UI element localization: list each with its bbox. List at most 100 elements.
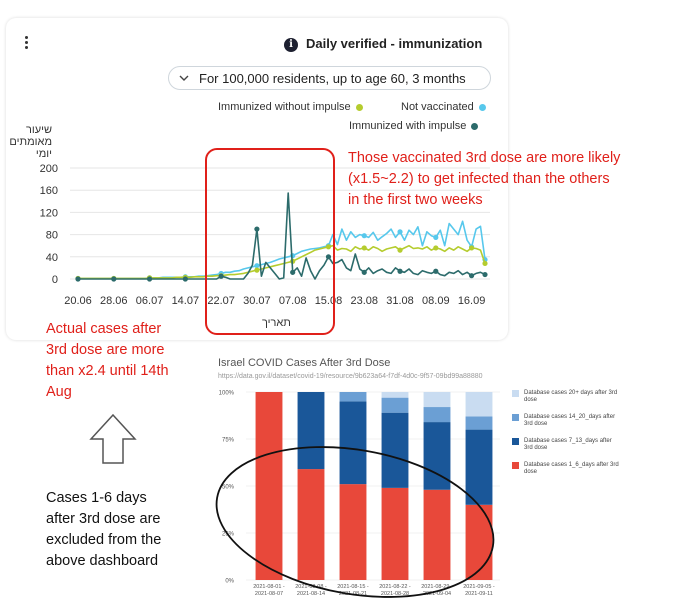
legend-immunized-without-impulse[interactable]: Immunized without impulse <box>218 101 363 113</box>
y-tick-label: 100% <box>219 391 235 397</box>
x-tick-label: 23.08 <box>350 295 378 307</box>
excluded-note: Cases 1-6 days after 3rd dose are exclud… <box>46 488 216 572</box>
y-axis-label: שיעור מאומתים יומי <box>9 124 52 160</box>
y-axis-label-line: מאומתים <box>9 136 52 148</box>
y-tick-label: 0 <box>52 274 58 286</box>
bar-segment <box>381 392 409 398</box>
y-tick-label: 40 <box>46 252 58 264</box>
data-point <box>397 229 403 235</box>
data-point <box>254 226 260 232</box>
x-tick-label: 06.07 <box>136 295 164 307</box>
y-axis-label-line: שיעור <box>25 124 52 136</box>
legend-label: Database cases 14_20_days after 3rd dose <box>524 414 616 427</box>
bar-segment <box>339 484 367 580</box>
note-line: 3rd dose are more <box>46 342 165 358</box>
x-tick-label: 30.07 <box>243 295 271 307</box>
data-point <box>290 269 296 275</box>
x-tick-label: 2021-08-28 <box>381 591 409 597</box>
bar-segment <box>423 392 451 408</box>
x-tick-label: 22.07 <box>207 295 235 307</box>
y-axis-label-line: יומי <box>35 148 52 160</box>
bar-segment <box>465 392 493 417</box>
bar-legend-item: Database cases 1_6_days after 3rd dose <box>512 462 622 476</box>
bar-segment <box>423 489 451 580</box>
bar-segment <box>297 469 325 580</box>
bar-segment <box>381 487 409 580</box>
bar-chart-legend: Database cases 20+ days after 3rd dose D… <box>512 390 622 486</box>
data-point <box>433 268 439 274</box>
data-point <box>146 276 153 282</box>
x-tick-label: 2021-08-15 - <box>337 584 369 590</box>
legend-label: Immunized with impulse <box>349 120 467 132</box>
third-dose-note: Those vaccinated 3rd dose are more likel… <box>348 148 678 211</box>
x-tick-label: 08.09 <box>422 295 450 307</box>
note-line: Aug <box>46 384 72 400</box>
filter-dropdown[interactable]: For 100,000 residents, up to age 60, 3 m… <box>168 66 491 90</box>
x-tick-label: 31.08 <box>386 295 414 307</box>
legend-label: Database cases 20+ days after 3rd dose <box>524 390 618 403</box>
kebab-icon[interactable] <box>22 36 30 54</box>
bar-legend-item: Database cases 20+ days after 3rd dose <box>512 390 622 404</box>
legend-label: Immunized without impulse <box>218 101 351 113</box>
y-tick-label: 50% <box>222 485 235 491</box>
y-tick-label: 80 <box>46 230 58 242</box>
note-line: Cases 1-6 days <box>46 490 147 506</box>
data-point <box>182 276 188 282</box>
x-tick-label: 2021-09-11 <box>465 591 493 597</box>
bar-segment <box>297 392 325 470</box>
info-icon[interactable]: i <box>284 38 298 52</box>
x-tick-label: 2021-08-07 <box>255 591 283 597</box>
data-point <box>361 233 367 239</box>
x-axis-label: תאריך <box>262 317 291 329</box>
legend-label: Database cases 1_6_days after 3rd dose <box>524 462 619 475</box>
y-tick-label: 160 <box>40 185 58 197</box>
bar-segment <box>339 401 367 485</box>
data-point <box>433 245 439 251</box>
bar-chart-title: Israel COVID Cases After 3rd Dose <box>218 357 391 369</box>
data-point <box>325 254 332 260</box>
data-point <box>325 244 332 250</box>
legend-immunized-with-impulse[interactable]: Immunized with impulse <box>349 120 479 132</box>
data-point <box>218 273 224 279</box>
up-arrow-icon <box>89 413 137 464</box>
series-line <box>78 192 486 280</box>
data-point <box>397 247 403 253</box>
bar-legend-item: Database cases 7_13_days after 3rd dose <box>512 438 622 452</box>
bar-legend-item: Database cases 14_20_days after 3rd dose <box>512 414 622 428</box>
ellipse-annotation-shape <box>215 446 495 598</box>
legend-label: Database cases 7_13_days after 3rd dose <box>524 438 612 451</box>
bar-chart-source: https://data.gov.il/dataset/covid-19/res… <box>218 373 483 380</box>
x-tick-label: 2021-08-14 <box>297 591 325 597</box>
data-point <box>75 276 81 282</box>
legend-label: Not vaccinated <box>401 101 474 113</box>
x-tick-label: 2021-08-01 - <box>253 584 285 590</box>
x-tick-label: 15.08 <box>315 295 343 307</box>
legend-not-vaccinated[interactable]: Not vaccinated <box>401 101 486 113</box>
data-point <box>397 268 403 274</box>
highlight-box <box>205 148 335 335</box>
bar-segment <box>465 429 493 505</box>
actual-cases-note: Actual cases after 3rd dose are more tha… <box>46 319 216 403</box>
note-line: after 3rd dose are <box>46 511 161 527</box>
bar-segment <box>381 412 409 488</box>
legend-swatch <box>512 438 519 445</box>
x-tick-label: 20.06 <box>64 295 92 307</box>
dashboard-title: Daily verified - immunization <box>306 36 483 51</box>
bar-segment <box>339 392 367 402</box>
legend-swatch <box>512 390 519 397</box>
data-point <box>482 271 488 278</box>
y-tick-label: 0% <box>225 579 234 585</box>
x-tick-label: 07.08 <box>279 295 307 307</box>
data-point <box>468 245 475 251</box>
x-tick-label: 16.09 <box>458 295 486 307</box>
legend-dot-icon <box>478 103 486 111</box>
bar-segment <box>381 397 409 413</box>
data-point <box>433 234 439 240</box>
x-tick-label: 2021-08-29 - <box>421 584 453 590</box>
chevron-down-icon <box>179 75 189 81</box>
x-tick-label: 14.07 <box>172 295 200 307</box>
data-point <box>254 263 260 269</box>
note-line: Actual cases after <box>46 321 162 337</box>
